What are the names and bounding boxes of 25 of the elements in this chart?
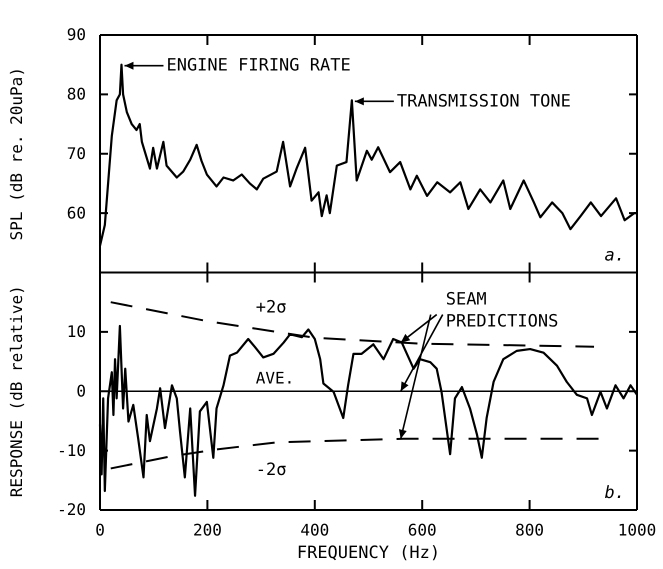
annotation: ENGINE FIRING RATE (166, 56, 351, 76)
y-tick-label: 60 (66, 203, 86, 222)
y-tick-label: 70 (66, 144, 86, 163)
y-axis-title: RESPONSE (dB relative) (7, 285, 26, 498)
annotation: a. (604, 246, 625, 266)
ref-line-label: AVE. (256, 368, 294, 388)
y-axis-title: SPL (dB re. 20uPa) (7, 67, 26, 240)
y-tick-label: 90 (66, 25, 86, 44)
x-tick-label: 200 (192, 520, 222, 540)
annotation: SEAM PREDICTIONS (446, 290, 558, 332)
series-label: +2σ (256, 298, 286, 318)
y-tick-label: 10 (66, 322, 86, 341)
x-tick-label: 600 (408, 520, 437, 540)
x-axis-title: FREQUENCY (Hz) (296, 543, 440, 563)
y-tick-label: -10 (57, 440, 86, 460)
y-tick-label: 80 (66, 84, 86, 104)
y-tick-label: 0 (76, 381, 86, 400)
annotation: b. (604, 483, 625, 503)
x-tick-label: 400 (300, 520, 330, 540)
x-tick-label: 1000 (618, 520, 656, 540)
x-tick-label: 800 (515, 520, 544, 540)
y-tick-label: -20 (57, 500, 86, 520)
x-tick-label: 0 (95, 520, 105, 540)
series-label: -2σ (256, 460, 286, 480)
annotation: TRANSMISSION TONE (396, 91, 571, 112)
